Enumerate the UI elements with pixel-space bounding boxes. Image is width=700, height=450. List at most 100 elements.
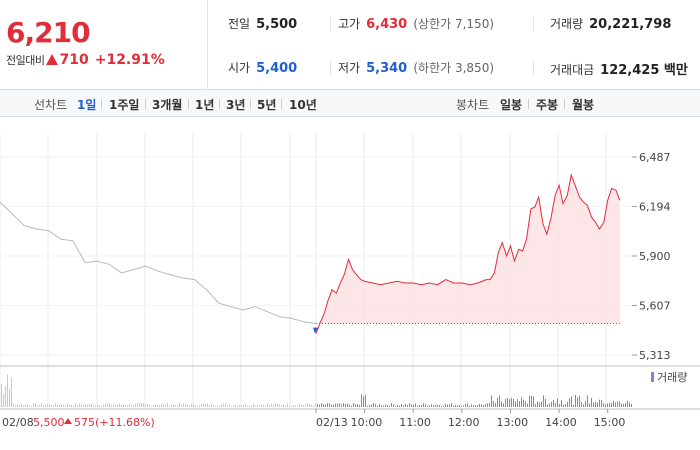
volume-bar [185, 404, 186, 407]
volume-bar [351, 405, 352, 407]
volume-bar [15, 405, 16, 407]
volume-bar [305, 404, 306, 407]
volume-bar [249, 405, 250, 407]
candle-chart-label: 봉차트 [456, 98, 490, 112]
volume-bar [5, 385, 6, 407]
volume-bar [193, 403, 194, 407]
volume-bar [303, 404, 304, 407]
y-tick-label: 6,487 [639, 151, 671, 164]
volume-bar [19, 405, 20, 407]
volume-bar [171, 404, 172, 407]
amount-value: 122,425 백만 [600, 63, 688, 78]
volume-bar [337, 403, 338, 407]
volume-bar [93, 405, 94, 407]
volume-bar [143, 403, 144, 407]
volume-bar [301, 404, 302, 407]
volume-bar [35, 403, 36, 407]
tab-period-1w[interactable]: 1주일 [109, 98, 140, 112]
volume-bar [213, 405, 214, 407]
tab-candle-daily[interactable]: 일봉 [500, 98, 523, 112]
divider [330, 61, 331, 75]
x-tick-label: 13:00 [496, 416, 528, 429]
volume-bar [57, 404, 58, 407]
volume-bar [425, 404, 426, 407]
volume-bar [347, 403, 348, 407]
volume-bar [483, 405, 484, 407]
volume-bar [621, 403, 622, 407]
volume-bar [267, 403, 268, 407]
volume-bar [409, 403, 410, 407]
stat-high: 고가 6,430 (상한가 7,150) [338, 15, 494, 32]
volume-bar [103, 404, 104, 407]
volume-bar [315, 403, 316, 407]
volume-bar [13, 404, 14, 407]
tab-candle-weekly[interactable]: 주봉 [536, 98, 559, 112]
volume-bar [327, 403, 328, 407]
volume-bar [355, 404, 356, 407]
volume-bar [237, 405, 238, 407]
tab-period-3m[interactable]: 3개월 [152, 98, 183, 112]
volume-bar [223, 403, 224, 407]
y-tick-label: 5,607 [639, 299, 671, 312]
volume-bar [271, 403, 272, 407]
volume-bar [597, 402, 598, 407]
tab-divider [145, 99, 146, 109]
volume-bar [157, 405, 158, 407]
volume-bar [549, 403, 550, 407]
tab-period-1d[interactable]: 1일 [77, 98, 97, 112]
tab-period-10y[interactable]: 10년 [289, 98, 317, 112]
stat-low: 저가 5,340 (하한가 3,850) [338, 59, 494, 76]
volume-bar [573, 404, 574, 407]
y-axis: 6,487 6,194 5,900 5,607 5,313 [632, 151, 671, 362]
volume-bar [127, 405, 128, 407]
volume-bar [139, 403, 140, 407]
volume-bar [535, 404, 536, 407]
volume-bar [43, 405, 44, 407]
volume-bar [481, 404, 482, 407]
volume-bar [523, 399, 524, 407]
volume-bar [109, 403, 110, 407]
volume-bar [209, 405, 210, 407]
volume-bar [399, 405, 400, 407]
volume-bar [313, 405, 314, 407]
volume-bar [1, 384, 2, 407]
quote-header: 6,210 전일대비 710 +12.91% 전일 5,500 고가 6,430 (상한… [0, 0, 700, 90]
volume-bar [507, 397, 508, 407]
tab-period-5y[interactable]: 5년 [257, 98, 277, 112]
volume-bar [111, 405, 112, 407]
volume-bar [79, 403, 80, 407]
volume-bar [441, 405, 442, 407]
y-tick-label: 6,194 [639, 200, 671, 213]
volume-bar [489, 403, 490, 407]
volume-bar [349, 404, 350, 407]
tab-candle-monthly[interactable]: 월봉 [572, 98, 595, 112]
volume-bar [449, 404, 450, 407]
tab-period-3y[interactable]: 3년 [226, 98, 246, 112]
prev-day-price-line [0, 201, 317, 324]
volume-bar [95, 405, 96, 407]
volume-bar [367, 405, 368, 407]
volume-bar [361, 394, 362, 407]
volume-bar [149, 404, 150, 407]
volume-bar [177, 405, 178, 407]
volume-bar [551, 401, 552, 407]
volume-bar [163, 403, 164, 407]
x-tick-label: 02/13 [316, 416, 348, 429]
volume-bar [417, 405, 418, 407]
volume-bar [137, 403, 138, 407]
tab-period-1y[interactable]: 1년 [195, 98, 215, 112]
volume-bar [605, 404, 606, 407]
volume-bar [603, 403, 604, 407]
volume-bar [493, 400, 494, 407]
volume-bar [429, 405, 430, 407]
volume-bar [207, 403, 208, 407]
volume-bar [555, 402, 556, 407]
price-chart[interactable]: 6,487 6,194 5,900 5,607 5,313 거래량 02/13 10:00… [0, 117, 700, 450]
volume-value: 20,221,798 [589, 17, 672, 32]
volume-bar [553, 399, 554, 407]
volume-bar [569, 398, 570, 407]
volume-bar [413, 404, 414, 407]
volume-bar [363, 396, 364, 407]
volume-bar [479, 403, 480, 407]
volume-bar [279, 404, 280, 407]
